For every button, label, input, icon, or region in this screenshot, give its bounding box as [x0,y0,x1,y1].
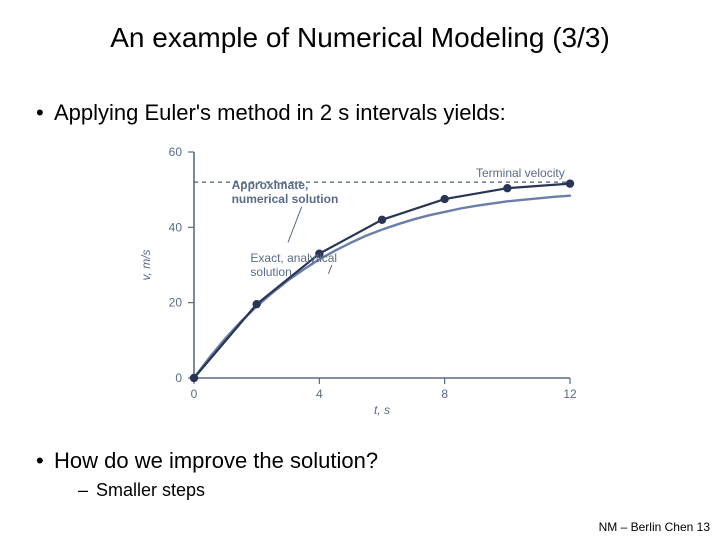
bullet-text-1: Applying Euler's method in 2 s intervals… [54,100,506,125]
svg-text:40: 40 [169,220,183,234]
sub-dash: – [78,480,96,501]
svg-text:0: 0 [191,387,198,401]
bullet-dot: • [36,448,54,474]
svg-text:t, s: t, s [374,403,390,417]
svg-text:12: 12 [563,387,577,401]
svg-text:60: 60 [169,145,183,159]
slide-footer: NM – Berlin Chen 13 [599,520,710,534]
svg-text:Terminal velocity: Terminal velocity [476,166,565,180]
bullet-applying-euler: •Applying Euler's method in 2 s interval… [36,100,506,126]
sub-text-1: Smaller steps [96,480,205,500]
svg-text:v, m/s: v, m/s [139,249,153,280]
bullet-text-2: How do we improve the solution? [54,448,378,473]
svg-text:numerical solution: numerical solution [232,192,339,206]
svg-text:Approximate,: Approximate, [232,178,309,192]
slide-title: An example of Numerical Modeling (3/3) [0,22,720,54]
svg-text:solution: solution [250,265,291,279]
bullet-improve: •How do we improve the solution? [36,448,378,474]
svg-text:20: 20 [169,296,183,310]
svg-text:8: 8 [441,387,448,401]
bullet-dot: • [36,100,54,126]
sub-bullet-smaller-steps: –Smaller steps [78,480,205,501]
svg-text:Exact, analytical: Exact, analytical [250,251,337,265]
velocity-chart: 0 4 8 12 0 20 40 60 t, s v, m/s Terminal velocity A… [130,138,590,423]
svg-text:4: 4 [316,387,323,401]
svg-text:0: 0 [175,371,182,385]
